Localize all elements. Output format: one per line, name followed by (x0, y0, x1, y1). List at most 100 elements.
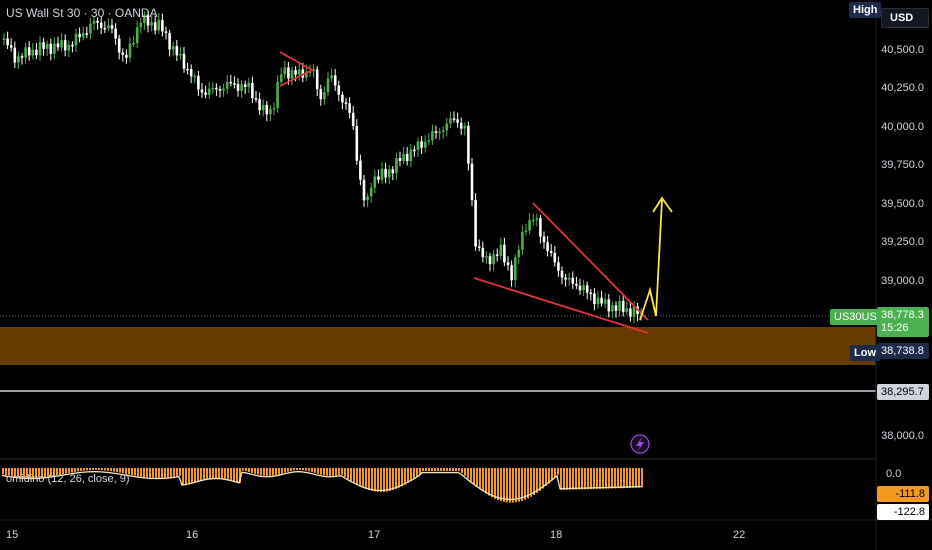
histogram-bar (479, 468, 481, 490)
histogram-bar (299, 468, 301, 471)
candle-body (121, 52, 125, 55)
date-label: 22 (733, 529, 746, 541)
candle-body (499, 244, 503, 256)
histogram-bar (593, 468, 595, 490)
candle-body (6, 38, 9, 46)
candle-body (485, 256, 488, 258)
candle-body (513, 257, 517, 281)
histogram-bar (464, 468, 466, 476)
candle-body (290, 70, 294, 79)
histogram-bar (113, 468, 115, 472)
histogram-bar (392, 468, 394, 491)
histogram-bar (221, 468, 223, 479)
histogram-bar (314, 468, 316, 473)
histogram-bar (239, 468, 241, 484)
candle-body (269, 109, 272, 115)
histogram-bar (557, 468, 559, 475)
wedge-lower-line[interactable] (473, 277, 649, 334)
histogram-bar (383, 468, 385, 492)
candle-body (24, 47, 27, 58)
histogram-bar (53, 468, 55, 476)
arrow-head (652, 196, 673, 213)
low-price-tag: 38,738.8 (877, 343, 929, 359)
histogram-bar (284, 468, 286, 473)
candle-body (56, 43, 60, 48)
histogram-bar (317, 468, 319, 474)
wedge-upper-line[interactable] (532, 202, 649, 321)
candle-body (549, 251, 553, 253)
histogram-bar (545, 468, 547, 486)
histogram-bar (416, 468, 418, 477)
candle-body (492, 254, 495, 265)
candle-body (103, 27, 107, 30)
histogram-bar (110, 468, 112, 472)
histogram-bar (359, 468, 361, 487)
candle-body (236, 84, 240, 91)
candle-body (107, 25, 110, 29)
candle-body (2, 38, 6, 41)
candle-body (71, 44, 74, 47)
histogram-bar (467, 468, 469, 479)
histogram-bar (407, 468, 409, 483)
histogram-bar (275, 468, 277, 476)
histogram-bar (386, 468, 388, 492)
histogram-bar (293, 468, 295, 471)
histogram-bar (587, 468, 589, 490)
histogram-bar (296, 468, 298, 471)
histogram-bar (485, 468, 487, 494)
candle-body (391, 169, 395, 174)
histogram-bar (440, 468, 442, 471)
candle-body (618, 300, 621, 311)
symbol-title[interactable]: US Wall St 30 · 30 · OANDA (6, 6, 158, 20)
triangle-pattern-top[interactable] (279, 51, 314, 87)
histogram-bar (98, 468, 100, 471)
histogram-bar (395, 468, 397, 489)
histogram-bar (101, 468, 103, 471)
candle-body (330, 75, 333, 79)
candle-body (387, 169, 391, 178)
symbol-price-tag: US30USD (830, 309, 889, 325)
candle-body (197, 75, 200, 90)
candle-body (211, 87, 215, 90)
histogram-bar (137, 468, 139, 477)
histogram-bar (83, 468, 85, 471)
histogram-bar (194, 468, 196, 483)
histogram-bar (32, 468, 34, 478)
projection-arrow[interactable] (639, 199, 663, 321)
candle-body (341, 94, 344, 103)
indicator-zero-label: 0.0 (886, 468, 902, 480)
price-label: 38,000.0 (881, 430, 924, 442)
candle-body (420, 141, 423, 148)
indicator-title[interactable]: omidino (12, 26, close, 9) (6, 473, 130, 485)
histogram-bar (581, 468, 583, 490)
histogram-bar (11, 468, 13, 477)
high-badge: High (849, 2, 882, 18)
histogram-bar (266, 468, 268, 476)
histogram-bar (41, 468, 43, 478)
histogram-bar (35, 468, 37, 478)
candle-body (593, 293, 596, 305)
candle-body (85, 33, 89, 35)
histogram-bar (155, 468, 157, 478)
candle-body (218, 89, 222, 91)
candle-body (567, 277, 571, 280)
candle-body (402, 153, 405, 162)
currency-badge[interactable]: USD (881, 8, 929, 28)
lightning-icon[interactable] (630, 434, 650, 454)
candle-body (614, 305, 618, 311)
histogram-bar (308, 468, 310, 472)
candle-body (89, 23, 92, 34)
low-badge: Low (850, 345, 880, 361)
candle-body (315, 69, 319, 90)
histogram-bar (59, 468, 61, 475)
candle-body (168, 32, 171, 50)
histogram-bar (218, 468, 220, 479)
histogram-bar (401, 468, 403, 487)
candle-body (157, 19, 161, 31)
candle-body (467, 125, 470, 164)
histogram-bar (506, 468, 508, 503)
histogram-bar (626, 468, 628, 489)
histogram-bar (575, 468, 577, 490)
histogram-bar (50, 468, 52, 477)
